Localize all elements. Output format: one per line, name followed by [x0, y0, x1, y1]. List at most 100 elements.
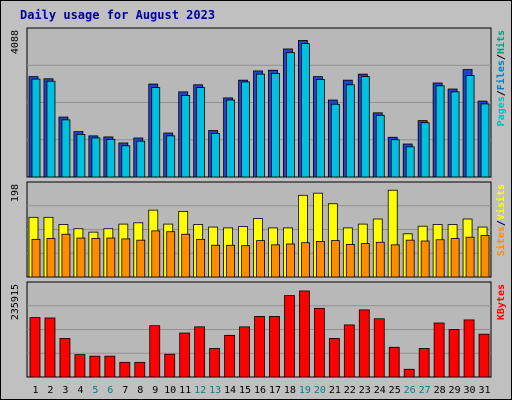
kbytes-bar [254, 316, 265, 378]
kbytes-bar [463, 319, 475, 378]
files-bar [106, 139, 116, 178]
x-tick-label: 31 [478, 385, 490, 396]
sites-bar [286, 243, 295, 278]
x-tick-label: 7 [122, 385, 128, 396]
sites-bar [480, 235, 490, 278]
y-max-label: 235915 [10, 284, 21, 320]
sites-bar [450, 238, 460, 278]
x-tick-label: 15 [239, 385, 251, 396]
files-bar [91, 137, 101, 178]
x-tick-label: 27 [419, 385, 431, 396]
x-tick-label: 11 [179, 385, 191, 396]
x-tick-label: 29 [449, 385, 461, 396]
kbytes-bar [29, 317, 41, 378]
files-bar [301, 43, 310, 178]
sites-bar [151, 230, 161, 278]
files-bar [151, 87, 161, 178]
x-tick-label: 25 [389, 385, 401, 396]
files-bar [61, 119, 71, 178]
kbytes-bar [44, 317, 56, 378]
sites-bar [465, 236, 475, 278]
sites-bar [76, 237, 86, 278]
files-bar [345, 84, 355, 178]
legend-entry: / [496, 54, 507, 60]
kbytes-bar [358, 309, 370, 378]
sites-bar [435, 239, 445, 278]
x-tick-label: 9 [152, 385, 158, 396]
sites-bar [61, 233, 71, 278]
legend-entry: Pages [496, 96, 507, 126]
files-bar [315, 79, 325, 178]
x-tick-label: 13 [209, 385, 221, 396]
files-bar [76, 134, 86, 178]
sites-bar [196, 238, 206, 278]
files-bar [286, 52, 295, 178]
files-bar [241, 81, 250, 178]
files-bar [196, 87, 206, 178]
sites-bar [405, 239, 415, 278]
x-tick-label: 19 [299, 385, 311, 396]
files-bar [136, 140, 146, 178]
files-bar [360, 76, 370, 178]
legend-kbytes: KBytes [496, 284, 507, 320]
x-tick-label: 10 [164, 385, 176, 396]
legend-entry: / [496, 220, 507, 226]
files-bar [375, 114, 385, 178]
kbytes-bar [343, 324, 355, 378]
files-bar [166, 135, 176, 178]
kbytes-bar [403, 368, 415, 378]
x-tick-label: 30 [464, 385, 476, 396]
files-bar [465, 75, 475, 178]
sites-bar [106, 237, 116, 278]
sites-bar [91, 238, 101, 278]
legend-entry: / [496, 90, 507, 96]
legend-entry: Hits [495, 30, 507, 54]
kbytes-bar [373, 318, 385, 378]
x-tick-label: 21 [329, 385, 341, 396]
sites-bar [166, 231, 176, 278]
y-max-label: 198 [10, 184, 21, 202]
x-tick-label: 8 [137, 385, 143, 396]
sites-bar [420, 240, 430, 278]
sites-bar [31, 238, 41, 278]
files-bar [226, 99, 235, 178]
files-bar [256, 73, 265, 178]
kbytes-bar [119, 361, 131, 378]
x-tick-label: 5 [92, 385, 98, 396]
x-tick-label: 16 [254, 385, 266, 396]
sites-bar [390, 244, 400, 278]
x-tick-label: 20 [314, 385, 326, 396]
sites-bar [345, 244, 355, 278]
kbytes-bar [59, 338, 71, 378]
x-tick-label: 12 [194, 385, 206, 396]
sites-bar [136, 239, 146, 278]
sites-bar [375, 241, 385, 278]
files-bar [390, 139, 400, 178]
sites-bar [181, 233, 191, 278]
legend-entry: Sites [495, 226, 507, 256]
files-bar [271, 73, 280, 178]
x-tick-label: 2 [47, 385, 53, 396]
files-bar [435, 85, 445, 178]
x-tick-label: 23 [359, 385, 371, 396]
legend-entry: Files [495, 60, 507, 90]
legend-hits-files: Pages/Files/Hits [495, 30, 507, 126]
files-bar [181, 95, 191, 178]
legend-visits-sites: Sites/Visits [495, 184, 507, 256]
sites-bar [315, 241, 325, 278]
legend-entry: KBytes [496, 284, 507, 320]
files-bar [480, 103, 490, 178]
x-tick-label: 6 [107, 385, 113, 396]
kbytes-bar [239, 326, 250, 378]
kbytes-bar [328, 338, 340, 378]
x-tick-label: 14 [224, 385, 236, 396]
kbytes-bar [149, 325, 161, 378]
kbytes-bar [194, 326, 206, 378]
kbytes-bar [104, 355, 116, 378]
kbytes-bar [448, 329, 460, 378]
sites-bar [226, 244, 235, 278]
sites-bar [330, 240, 340, 278]
files-bar [46, 80, 56, 178]
